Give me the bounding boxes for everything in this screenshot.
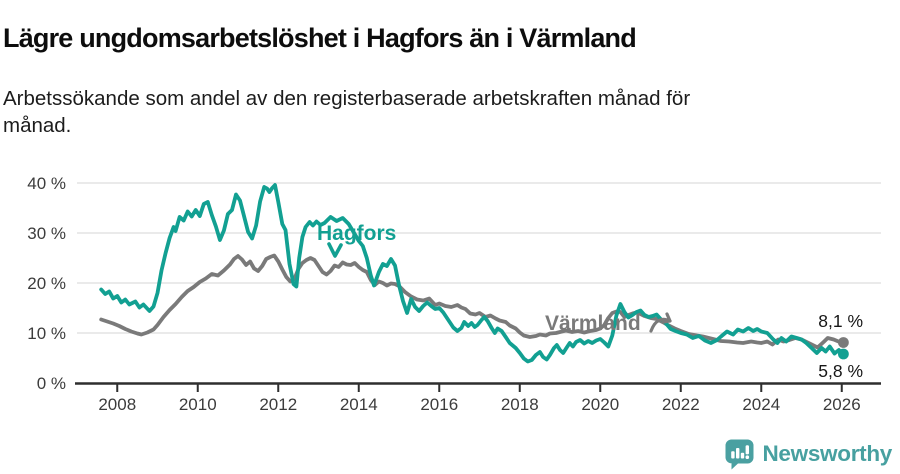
x-tick-label-2014: 2014 [340,395,378,414]
end-dot-hagfors [838,348,849,360]
x-tick-label-2026: 2026 [823,395,861,414]
x-tick-label-2020: 2020 [581,395,619,414]
x-tick-label-2010: 2010 [179,395,217,414]
line-hagfors [99,183,846,364]
page-title: Lägre ungdomsarbetslöshet i Hagfors än i… [3,23,637,54]
series-layer [99,183,846,364]
x-tick-label-2024: 2024 [742,395,780,414]
y-tick-label-10: 10 % [27,324,66,343]
x-tick-label-2016: 2016 [420,395,458,414]
y-tick-label-30: 30 % [27,224,66,243]
chart-subtitle: Arbetssökande som andel av den registerb… [3,86,691,137]
y-tick-label-0: 0 % [37,374,66,393]
end-dot-värmland [838,337,849,348]
grid-layer [77,182,881,334]
series-label-hagfors: Hagfors [317,222,396,245]
x-tick-label-2022: 2022 [662,395,700,414]
y-tick-label-20: 20 % [27,274,66,293]
x-tick-label-2012: 2012 [259,395,297,414]
x-tick-label-2018: 2018 [501,395,539,414]
series-label-varmland: Värmland [545,312,641,335]
end-value-label-hagfors: 5,8 % [818,361,863,381]
axis-tick-labels: 0 % 10 % 20 % 30 % 40 % 2008 2010 2012 2014 2016 2… [27,174,860,414]
varmland-arrow-icon [649,312,672,333]
x-tick-label-2008: 2008 [98,395,136,414]
end-value-label-varmland: 8,1 % [818,311,863,331]
y-tick-label-40: 40 % [27,174,66,193]
newsworthy-wordmark: Newsworthy [762,441,892,466]
annotation-layer: Hagfors Värmland 8,1 % 5,8 % [317,222,863,381]
newsworthy-bubble-icon [725,439,754,469]
newsworthy-logo[interactable]: Newsworthy [725,439,892,469]
x-axis [75,382,881,392]
hagfors-arrow-icon [327,242,343,258]
series-end-dots [838,337,849,360]
